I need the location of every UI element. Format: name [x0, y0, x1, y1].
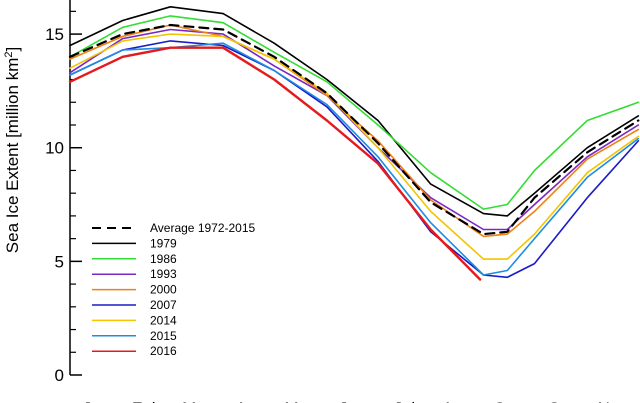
x-tick-label: Jun [339, 399, 366, 403]
legend-label: 1993 [150, 267, 177, 281]
x-tick-label: Aug [442, 399, 472, 403]
series-line-1979 [69, 6, 640, 217]
x-tick-label: Mar [182, 399, 212, 403]
y-axis-title-main: Sea Ice Extent [million km [3, 58, 22, 254]
x-tick-label: Jan [83, 399, 110, 403]
y-tick-label: 10 [45, 139, 64, 158]
series-line-2007 [69, 40, 640, 279]
x-tick-label: Apr [235, 399, 262, 403]
x-tick-label: Oct [548, 399, 575, 403]
legend-label: 1979 [150, 236, 177, 250]
x-tick-label: Sep [494, 399, 524, 403]
legend-label: 2015 [150, 329, 177, 343]
series-line-average-1972-2015 [68, 23, 640, 236]
x-tick-label: Feb [132, 399, 161, 403]
x-tick-label: Jul [393, 399, 415, 403]
legend-label: Average 1972-2015 [150, 221, 256, 235]
legend-label: 2007 [150, 298, 177, 312]
y-tick-label: 15 [45, 25, 64, 44]
series-line-2000 [69, 24, 640, 238]
legend-label: 1986 [150, 252, 177, 266]
series-line-1986 [69, 15, 640, 210]
y-tick-label: 0 [55, 366, 64, 385]
y-axis-title: Sea Ice Extent [million km2] [3, 47, 22, 253]
y-axis-title-close: ] [3, 47, 22, 52]
series-line-2014 [69, 33, 640, 260]
axes: 0 5 10 15 Jan Feb Mar Apr May Jun Jul Aug Sep Oct Nov [45, 0, 628, 403]
series-layer [68, 6, 640, 281]
legend: Average 1972-201519791986199320002007201… [92, 221, 256, 358]
legend-label: 2016 [150, 344, 177, 358]
series-line-2016 [68, 46, 482, 281]
legend-label: 2014 [150, 313, 177, 327]
series-line-1993 [69, 28, 640, 231]
x-tick-label: May [284, 399, 317, 403]
y-axis-title-sup: 2 [3, 52, 15, 58]
y-tick-label: 5 [55, 252, 64, 271]
x-tick-label: Nov [598, 399, 629, 403]
legend-label: 2000 [150, 283, 177, 297]
